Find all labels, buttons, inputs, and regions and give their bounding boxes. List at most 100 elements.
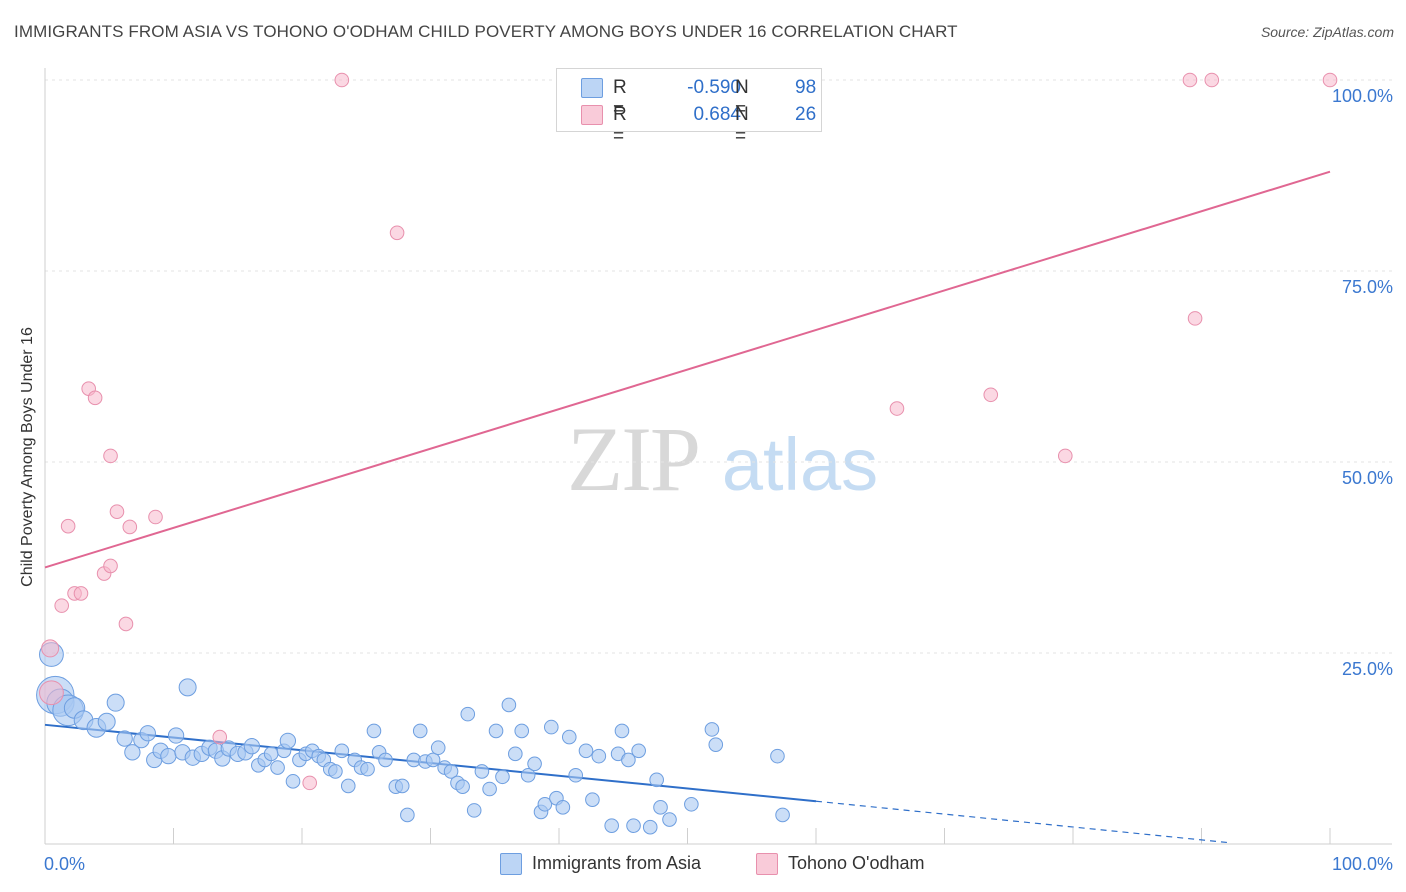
data-point-asia (662, 812, 677, 827)
data-point-asia (604, 818, 619, 833)
data-point-asia (412, 723, 428, 739)
data-point-asia (328, 764, 343, 779)
data-point-tohono (41, 639, 60, 658)
y-tick-label: 75.0% (1342, 277, 1393, 297)
data-point-tohono (334, 72, 350, 88)
data-point-asia (626, 818, 641, 833)
data-point-asia (285, 774, 301, 789)
data-point-asia (649, 772, 664, 788)
n-label: N = (735, 104, 749, 147)
data-point-tohono (389, 225, 405, 241)
data-point-tohono (1322, 72, 1338, 88)
data-point-asia (555, 800, 571, 815)
data-point-asia (466, 803, 482, 818)
tick-labels: 25.0% 50.0% 75.0% 100.0% 0.0% 100.0% (44, 86, 1393, 874)
watermark-zip: ZIP (567, 408, 699, 510)
data-point-asia (495, 769, 510, 785)
data-point-asia (360, 761, 375, 777)
data-point-tohono (1057, 448, 1073, 464)
data-point-asia (106, 693, 125, 712)
data-point-tohono (889, 401, 905, 416)
data-point-asia (775, 807, 790, 823)
data-point-asia (430, 740, 446, 756)
data-point-asia (508, 746, 523, 762)
data-point-asia (124, 744, 141, 761)
data-point-asia (568, 767, 584, 783)
data-point-asia (653, 800, 668, 815)
data-point-tohono (60, 518, 76, 534)
n-value: 26 (795, 104, 817, 125)
y-tick-label: 50.0% (1342, 468, 1393, 488)
data-point-asia (482, 781, 497, 797)
data-point-tohono (118, 616, 134, 632)
data-point-asia (178, 678, 197, 697)
x-tick-label-min: 0.0% (44, 854, 85, 874)
data-point-tohono (302, 775, 318, 791)
data-point-asia (520, 767, 536, 783)
watermark: ZIP atlas (567, 408, 878, 510)
data-point-tohono (109, 504, 125, 519)
pink-swatch (581, 105, 603, 125)
data-point-asia (621, 752, 636, 768)
data-point-asia (578, 743, 594, 759)
watermark-atlas: atlas (722, 423, 878, 506)
x-tick-label-max: 100.0% (1332, 854, 1393, 874)
data-point-tohono (1182, 72, 1198, 88)
data-point-asia (591, 748, 607, 764)
data-point-asia (394, 778, 410, 794)
pink-swatch (756, 853, 778, 875)
data-point-tohono (1204, 72, 1220, 88)
y-axis-label: Child Poverty Among Boys Under 16 (19, 327, 36, 587)
axes (44, 68, 1392, 845)
data-point-asia (684, 796, 699, 812)
legend-label: Tohono O'odham (788, 853, 925, 873)
r-label: R = (613, 77, 627, 120)
data-point-asia (160, 747, 177, 765)
data-point-asia (400, 807, 415, 823)
data-point-asia (378, 752, 393, 768)
grid-lines (45, 79, 1392, 654)
n-label: N = (735, 77, 749, 120)
trend-line-tohono (44, 170, 1331, 569)
data-point-tohono (983, 387, 999, 403)
data-point-asia (708, 737, 724, 752)
data-point-asia (561, 729, 577, 745)
data-point-asia (139, 725, 156, 742)
y-tick-label: 100.0% (1332, 86, 1393, 106)
y-tick-label: 25.0% (1342, 659, 1393, 679)
series-tohono-oodham (39, 72, 1338, 791)
data-point-asia (279, 732, 297, 750)
n-value: 98 (795, 77, 817, 98)
data-point-asia (537, 796, 553, 812)
data-point-asia (501, 697, 517, 713)
data-point-asia (340, 778, 356, 794)
data-point-tohono (54, 598, 70, 613)
data-point-asia (704, 722, 720, 737)
data-point-tohono (39, 680, 64, 706)
data-point-asia (270, 760, 285, 775)
data-point-asia (514, 723, 530, 739)
data-point-asia (334, 743, 350, 759)
data-point-asia (543, 719, 559, 735)
data-point-asia (474, 764, 490, 779)
data-point-tohono (73, 586, 89, 601)
r-label: R = (613, 104, 627, 147)
data-point-tohono (87, 390, 103, 406)
data-point-asia (770, 748, 785, 764)
data-point-asia (167, 727, 185, 744)
data-point-tohono (103, 558, 118, 574)
blue-swatch (500, 853, 522, 875)
trend-line-asia-extension (815, 800, 1228, 844)
blue-swatch (581, 78, 603, 98)
data-point-asia (614, 723, 630, 739)
data-point-asia (585, 792, 600, 807)
data-point-tohono (148, 509, 163, 525)
data-point-tohono (103, 448, 118, 464)
data-point-tohono (1187, 311, 1203, 326)
data-point-asia (642, 819, 658, 835)
data-point-asia (527, 756, 542, 772)
data-point-tohono (122, 519, 138, 535)
r-value: 0.684 (693, 104, 741, 125)
data-point-asia (243, 738, 261, 755)
data-point-asia (488, 723, 504, 739)
